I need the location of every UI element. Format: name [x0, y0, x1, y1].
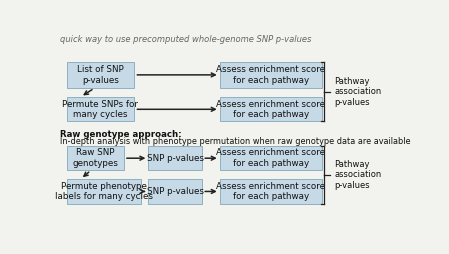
FancyBboxPatch shape: [66, 179, 141, 203]
Text: List of SNP
p-values: List of SNP p-values: [77, 65, 124, 85]
FancyBboxPatch shape: [220, 146, 322, 170]
Text: Raw SNP
genotypes: Raw SNP genotypes: [72, 148, 118, 168]
FancyBboxPatch shape: [66, 146, 124, 170]
FancyBboxPatch shape: [148, 146, 202, 170]
Text: SNP p-values: SNP p-values: [147, 154, 204, 163]
Text: Pathway
association
p-values: Pathway association p-values: [335, 77, 382, 107]
Text: Assess enrichment score
for each pathway: Assess enrichment score for each pathway: [216, 148, 326, 168]
Text: Assess enrichment score
for each pathway: Assess enrichment score for each pathway: [216, 100, 326, 119]
FancyBboxPatch shape: [220, 179, 322, 203]
Text: quick way to use precomputed whole-genome SNP p-values: quick way to use precomputed whole-genom…: [60, 35, 311, 44]
FancyBboxPatch shape: [66, 62, 134, 88]
Text: Pathway
association
p-values: Pathway association p-values: [335, 160, 382, 190]
Text: Permute SNPs for
many cycles: Permute SNPs for many cycles: [62, 100, 138, 119]
FancyBboxPatch shape: [148, 179, 202, 203]
Text: Permute phenotype
labels for many cycles: Permute phenotype labels for many cycles: [55, 182, 153, 201]
Text: SNP p-values: SNP p-values: [147, 187, 204, 196]
FancyBboxPatch shape: [66, 97, 134, 121]
Text: In-depth analysis with phenotype permutation when raw genotype data are availabl: In-depth analysis with phenotype permuta…: [60, 137, 410, 146]
FancyBboxPatch shape: [220, 97, 322, 121]
Text: Assess enrichment score
for each pathway: Assess enrichment score for each pathway: [216, 182, 326, 201]
FancyBboxPatch shape: [220, 62, 322, 88]
Text: Raw genotype approach:: Raw genotype approach:: [60, 130, 181, 139]
Text: Assess enrichment score
for each pathway: Assess enrichment score for each pathway: [216, 65, 326, 85]
